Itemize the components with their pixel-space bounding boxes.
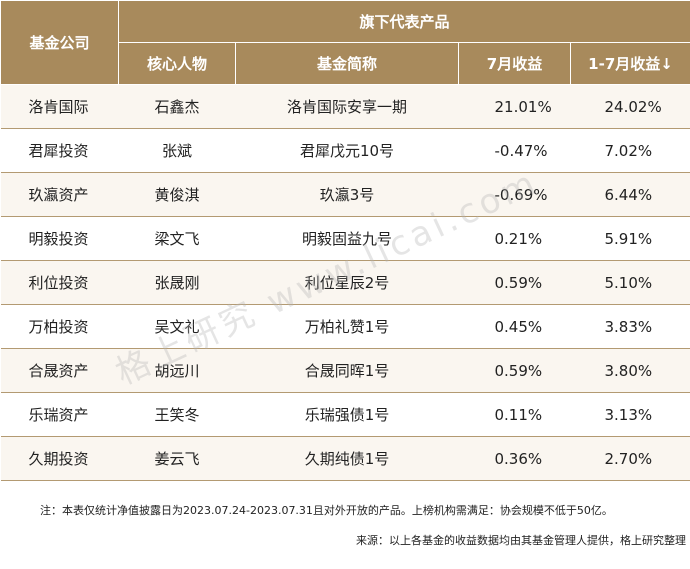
table-row: 万柏投资 吴文礼 万柏礼赞1号 0.45% 3.83%	[0, 304, 690, 349]
table-row: 君犀投资 张斌 君犀戊元10号 -0.47% 7.02%	[0, 128, 690, 173]
table-cell: 3.83%	[570, 304, 690, 349]
table-cell: 21.01%	[458, 84, 571, 129]
fund-table: 基金公司 旗下代表产品 核心人物 基金简称 7月收益 1-7月收益↓ 洛肯国际 石鑫杰洛…	[0, 0, 690, 481]
header-cell: 基金简称	[235, 42, 459, 85]
table-cell: 久期纯债1号	[235, 436, 459, 481]
table-cell: 吴文礼	[118, 304, 236, 349]
table-cell: 胡远川	[118, 348, 236, 393]
table-cell: 6.44%	[570, 172, 690, 217]
header-cell: 1-7月收益↓	[569, 42, 690, 85]
table-cell: 久期投资	[0, 436, 119, 481]
table-row: 利位投资 张晟刚 利位星辰2号 0.59% 5.10%	[0, 260, 690, 305]
header-cell: 7月收益	[458, 42, 571, 85]
table-cell: 合晟同晖1号	[235, 348, 459, 393]
table-row: 明毅投资 梁文飞 明毅固益九号 0.21% 5.91%	[0, 216, 690, 261]
table-row: 久期投资 姜云飞 久期纯债1号 0.36% 2.70%	[0, 436, 690, 481]
table-cell: 石鑫杰	[118, 84, 236, 129]
header-cell: 基金公司	[0, 0, 119, 85]
table-cell: 洛肯国际安享一期	[235, 84, 459, 129]
table-row: 合晟资产 胡远川 合晟同晖1号 0.59% 3.80%	[0, 348, 690, 393]
header-cell: 旗下代表产品	[117, 0, 690, 43]
table-cell: 张斌	[118, 128, 236, 173]
table-cell: -0.69%	[458, 172, 571, 217]
table-cell: 君犀戊元10号	[235, 128, 459, 173]
table-row: 洛肯国际 石鑫杰 洛肯国际安享一期 21.01% 24.02%	[0, 84, 690, 129]
table-row: 玖瀛资产 黄俊淇 玖瀛3号 -0.69% 6.44%	[0, 172, 690, 217]
table-cell: 0.36%	[458, 436, 571, 481]
table-cell: -0.47%	[458, 128, 571, 173]
table-cell: 24.02%	[570, 84, 690, 129]
table-cell: 万柏投资	[0, 304, 119, 349]
header-cell: 核心人物	[118, 42, 236, 85]
note: 注：本表仅统计净值披露日为2023.07.24-2023.07.31且对外开放的…	[40, 504, 613, 517]
table-cell: 5.10%	[570, 260, 690, 305]
table-row: 乐瑞资产 王笑冬 乐瑞强债1号 0.11% 3.13%	[0, 392, 690, 437]
table-cell: 0.45%	[458, 304, 571, 349]
table-cell: 姜云飞	[118, 436, 236, 481]
table-cell: 2.70%	[570, 436, 690, 481]
table-cell: 玖瀛3号	[235, 172, 459, 217]
table-cell: 君犀投资	[0, 128, 119, 173]
table-cell: 0.59%	[458, 260, 571, 305]
table-cell: 利位星辰2号	[235, 260, 459, 305]
table-cell: 王笑冬	[118, 392, 236, 437]
table-cell: 黄俊淇	[118, 172, 236, 217]
table-cell: 梁文飞	[118, 216, 236, 261]
table-cell: 3.13%	[570, 392, 690, 437]
table-cell: 合晟资产	[0, 348, 119, 393]
table-cell: 7.02%	[570, 128, 690, 173]
table-cell: 明毅固益九号	[235, 216, 459, 261]
table-cell: 洛肯国际	[0, 84, 119, 129]
table-cell: 张晟刚	[118, 260, 236, 305]
table-cell: 利位投资	[0, 260, 119, 305]
table-cell: 明毅投资	[0, 216, 119, 261]
table-cell: 万柏礼赞1号	[235, 304, 459, 349]
table-cell: 3.80%	[570, 348, 690, 393]
source: 来源：以上各基金的收益数据均由其基金管理人提供，格上研究整理	[356, 534, 686, 547]
table-cell: 乐瑞资产	[0, 392, 119, 437]
table-cell: 0.11%	[458, 392, 571, 437]
table-cell: 5.91%	[570, 216, 690, 261]
table-cell: 乐瑞强债1号	[235, 392, 459, 437]
table-cell: 0.59%	[458, 348, 571, 393]
table-cell: 0.21%	[458, 216, 571, 261]
table-cell: 玖瀛资产	[0, 172, 119, 217]
